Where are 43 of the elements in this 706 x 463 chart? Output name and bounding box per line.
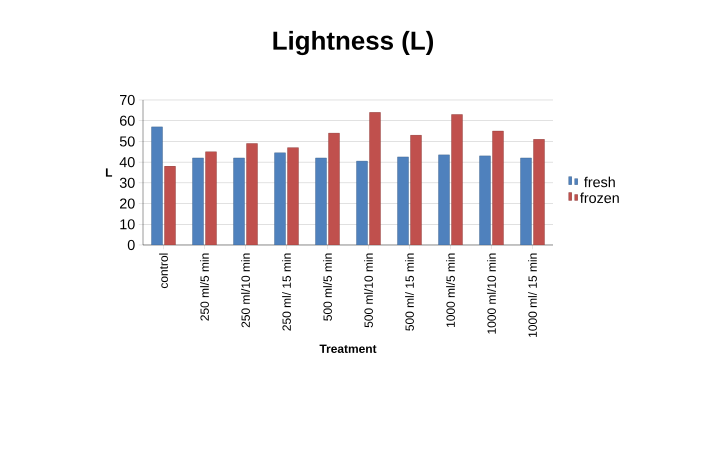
x-tick-label: 250 ml/ 15 min [282,254,291,331]
y-tick-label: 10 [120,219,135,230]
bar [151,126,163,245]
x-tick-label: 500 ml/5 min [323,254,332,321]
bar [492,130,504,245]
x-tick-label: 250 ml/5 min [200,254,209,321]
bar [192,158,204,245]
bar [397,156,409,245]
bar [479,156,491,245]
bar [287,147,299,245]
x-tick-label: 1000 ml/5 min [446,254,455,327]
y-tick-label: 70 [120,94,135,106]
bar [205,152,217,245]
y-tick-label: 40 [120,157,135,168]
x-tick-label: 500 ml/ 15 min [405,254,414,331]
bar [451,114,463,245]
bar [520,158,532,245]
legend-label: frozen [580,192,619,204]
chart-title: Lightness (L) [273,30,434,56]
y-tick-label: 20 [120,198,135,209]
bar [315,158,327,245]
bar [356,160,368,245]
bar [533,139,545,245]
bar [246,143,258,245]
x-tick-label: 250 ml/10 min [241,254,250,328]
x-axis-title: Treatment [320,344,376,353]
bar [369,112,381,245]
y-tick-label: 60 [120,116,135,126]
bar [410,135,422,245]
y-tick-label: 30 [120,178,135,188]
bar [233,158,245,245]
legend-label: fresh [584,176,615,188]
x-tick-label: control [159,254,168,288]
x-tick-label: 1000 ml/ 15 min [528,254,537,337]
bar [328,132,340,245]
x-tick-label: 1000 ml/10 min [487,254,496,334]
y-tick-label: 0 [128,240,135,250]
bar [438,154,450,245]
y-tick-label: 50 [120,136,135,146]
x-tick-label: 500 ml/10 min [364,254,373,328]
bar [164,166,176,245]
y-axis-title: L [106,168,112,177]
bar [274,152,286,245]
